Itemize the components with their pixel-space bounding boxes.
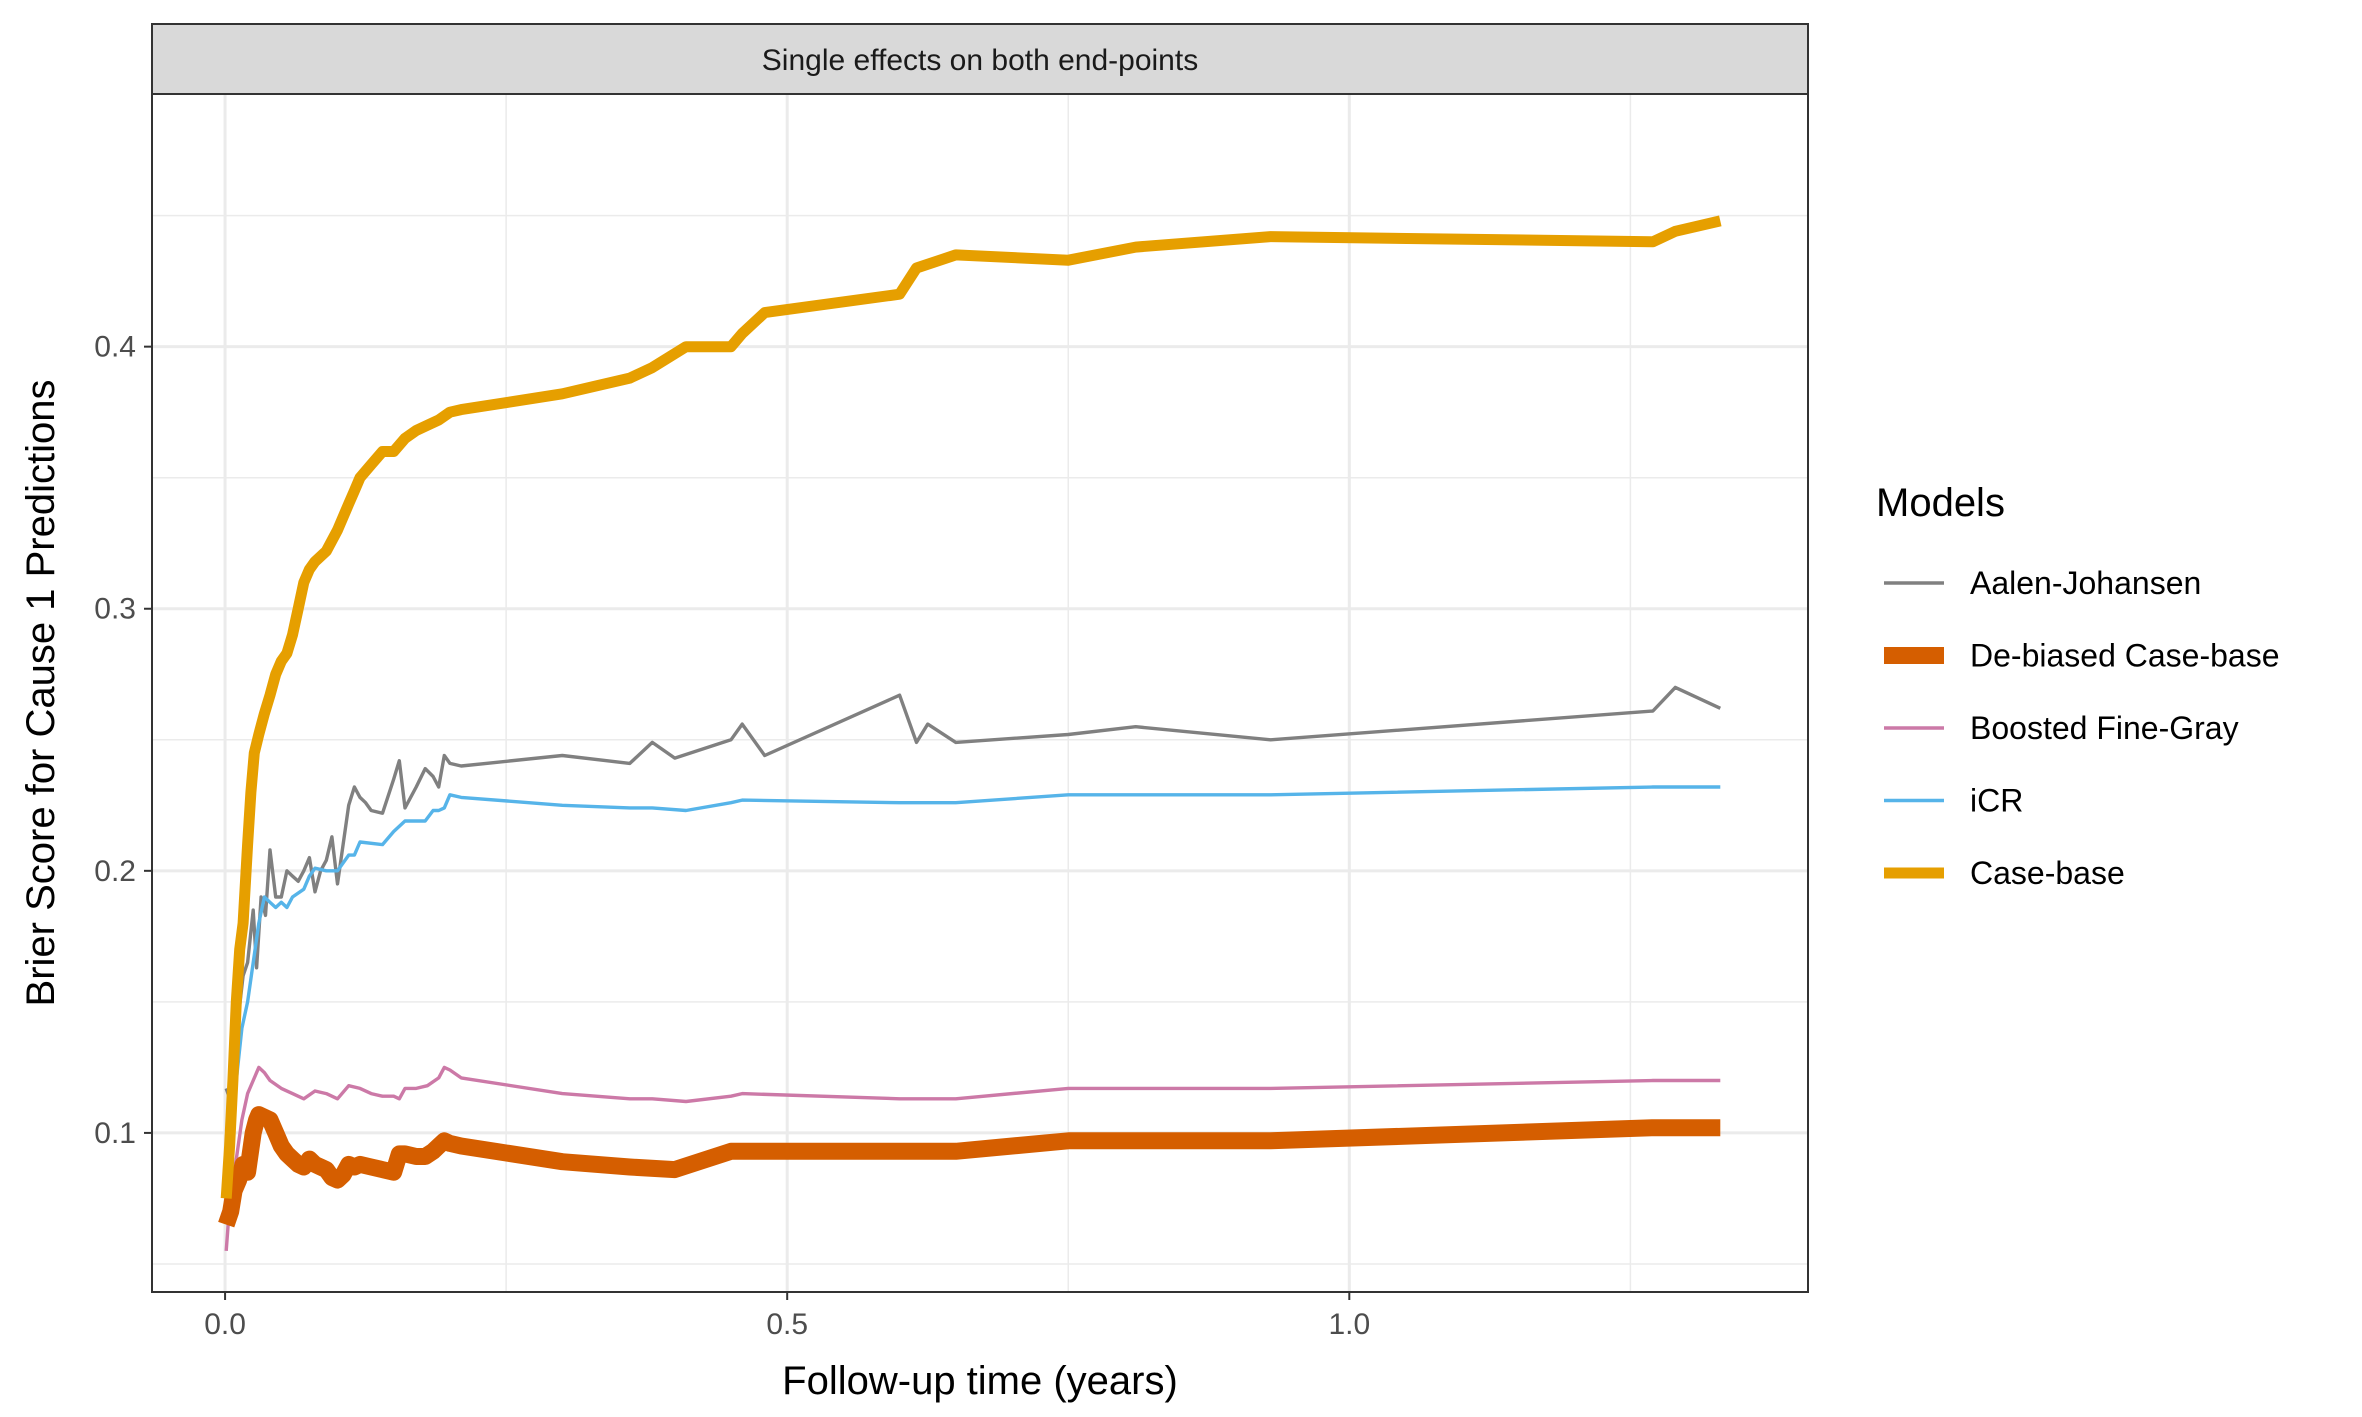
x-tick-label: 1.0 xyxy=(1328,1308,1370,1341)
legend-label: iCR xyxy=(1970,783,2023,819)
major-grid xyxy=(152,94,1808,1292)
legend-label: Boosted Fine-Gray xyxy=(1970,710,2239,746)
series-line-de-biased-case-base xyxy=(218,1106,1721,1228)
series-line-boosted-fine-gray xyxy=(224,1065,1721,1252)
facet-strip xyxy=(151,23,1809,95)
x-axis-ticks: 0.0 0.5 1.0 xyxy=(204,1292,1370,1341)
y-tick-label: 0.2 xyxy=(94,855,136,888)
series-line-case-base xyxy=(220,215,1722,1199)
series-line-icr xyxy=(224,785,1721,1199)
legend-items: Aalen-Johansen De-biased Case-base Boosted… xyxy=(1884,565,2280,891)
legend-title: Models xyxy=(1876,481,2005,525)
series-layer xyxy=(218,215,1722,1252)
y-axis-ticks: 0.1 0.2 0.3 0.4 xyxy=(94,331,152,1150)
plot-panel xyxy=(152,94,1808,1292)
y-tick-label: 0.3 xyxy=(94,593,136,626)
y-tick-label: 0.1 xyxy=(94,1117,136,1150)
series-line-aalen-johansen xyxy=(224,685,1722,1104)
legend-label: Case-base xyxy=(1970,855,2125,891)
plot-panel-border xyxy=(151,93,1809,1293)
y-axis-title: Brier Score for Cause 1 Predictions xyxy=(19,380,63,1007)
legend: Models Aalen-Johansen De-biased Case-base… xyxy=(1876,481,2280,891)
x-axis-title: Follow-up time (years) xyxy=(782,1359,1178,1403)
facet-strip-label: Single effects on both end-points xyxy=(762,44,1198,77)
legend-label: De-biased Case-base xyxy=(1970,638,2280,674)
y-tick-label: 0.4 xyxy=(94,331,136,364)
x-tick-label: 0.5 xyxy=(766,1308,808,1341)
x-tick-label: 0.0 xyxy=(204,1308,246,1341)
legend-label: Aalen-Johansen xyxy=(1970,565,2201,601)
